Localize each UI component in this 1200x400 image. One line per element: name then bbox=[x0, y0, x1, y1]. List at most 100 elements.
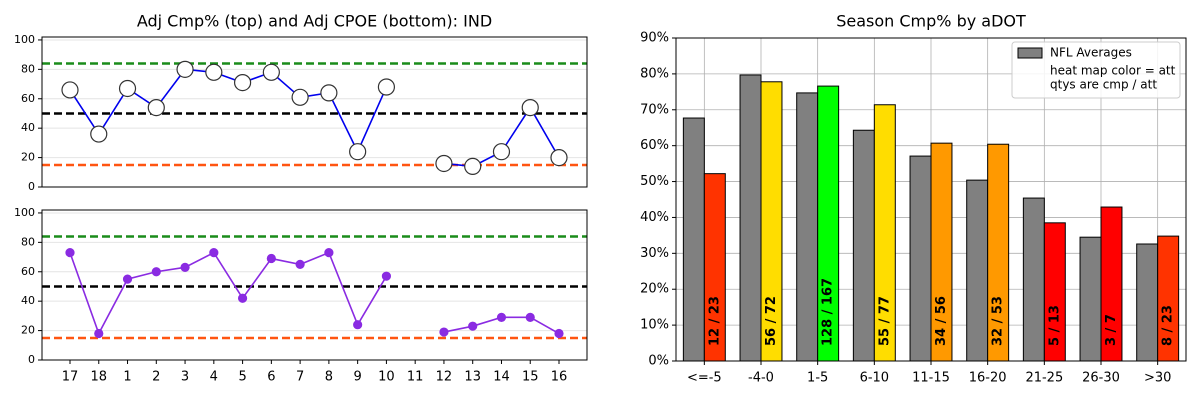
x-tick-label: 7 bbox=[296, 370, 304, 385]
x-tick-label: 5 bbox=[238, 370, 246, 385]
point bbox=[122, 274, 133, 284]
x-tick-label: 11 bbox=[407, 370, 424, 385]
y-tick-label: 100 bbox=[14, 33, 35, 46]
y-tick-label: 0 bbox=[28, 180, 35, 193]
point bbox=[151, 267, 161, 277]
point bbox=[320, 84, 338, 102]
y-tick-label: 0% bbox=[648, 354, 669, 369]
bar bbox=[796, 92, 819, 362]
series-line bbox=[69, 251, 560, 336]
point bbox=[464, 157, 482, 176]
chart-title: Adj Cmp% (top) and Adj CPOE (bottom): IN… bbox=[137, 12, 492, 31]
point bbox=[118, 79, 137, 98]
x-tick-label: 14 bbox=[493, 370, 510, 385]
x-tick-label: 1 bbox=[123, 370, 131, 385]
value-label: 128 / 167 bbox=[821, 278, 836, 346]
x-tick-label: 12 bbox=[436, 370, 453, 385]
value-label: 34 / 56 bbox=[934, 296, 949, 346]
y-tick-label: 90% bbox=[640, 31, 669, 46]
x-tick-label: 16-20 bbox=[969, 371, 1007, 386]
bar bbox=[966, 179, 989, 362]
y-tick-label: 10% bbox=[640, 318, 669, 333]
point bbox=[521, 98, 539, 117]
y-tick-label: 40 bbox=[21, 294, 35, 307]
y-tick-label: 40% bbox=[640, 210, 669, 225]
point bbox=[147, 98, 165, 117]
point bbox=[439, 327, 449, 337]
bar bbox=[739, 74, 762, 362]
point bbox=[237, 293, 248, 303]
x-tick-label: 8 bbox=[325, 370, 333, 385]
axes-frame bbox=[41, 36, 588, 188]
x-tick-label: 10 bbox=[378, 370, 395, 385]
legend-swatch bbox=[1017, 47, 1043, 59]
y-tick-label: 30% bbox=[640, 246, 669, 261]
point bbox=[377, 78, 396, 96]
y-tick-label: 50% bbox=[640, 174, 669, 189]
point bbox=[90, 125, 108, 143]
point bbox=[554, 328, 564, 339]
point bbox=[353, 320, 363, 330]
point bbox=[205, 63, 223, 81]
y-tick-label: 0 bbox=[28, 353, 35, 366]
x-tick-label: 13 bbox=[464, 370, 481, 385]
legend-note: qtys are cmp / att bbox=[1050, 78, 1157, 92]
bar bbox=[852, 129, 875, 362]
x-tick-label: 4 bbox=[210, 370, 218, 385]
point bbox=[381, 271, 392, 281]
x-tick-label: 11-15 bbox=[912, 371, 950, 386]
x-tick-label: 2 bbox=[152, 370, 160, 385]
x-tick-label: >30 bbox=[1144, 371, 1171, 386]
point bbox=[61, 81, 79, 99]
value-label: 55 / 77 bbox=[877, 296, 892, 346]
x-tick-label: 18 bbox=[90, 370, 107, 385]
x-tick-label: 15 bbox=[522, 370, 539, 385]
y-tick-label: 60% bbox=[640, 138, 669, 153]
point bbox=[435, 154, 453, 173]
bar bbox=[909, 155, 932, 362]
y-tick-label: 60 bbox=[21, 265, 35, 278]
legend-note: heat map color = att bbox=[1050, 64, 1176, 78]
y-tick-label: 60 bbox=[21, 92, 35, 105]
point bbox=[262, 63, 280, 81]
axes-frame bbox=[675, 37, 1187, 362]
y-tick-label: 40 bbox=[21, 121, 35, 134]
y-tick-label: 20 bbox=[21, 324, 35, 337]
x-tick-label: 21-25 bbox=[1025, 371, 1063, 386]
series-line bbox=[69, 68, 560, 168]
x-tick-label: 3 bbox=[181, 370, 189, 385]
x-tick-label: 17 bbox=[62, 370, 79, 385]
x-tick-label: -4-0 bbox=[748, 371, 774, 386]
axes-frame bbox=[41, 209, 588, 361]
x-tick-label: 6-10 bbox=[860, 371, 890, 386]
x-tick-label: 6 bbox=[267, 370, 275, 385]
y-tick-label: 80 bbox=[21, 235, 35, 248]
point bbox=[233, 73, 252, 92]
y-tick-label: 100 bbox=[14, 206, 35, 219]
x-tick-label: 26-30 bbox=[1082, 371, 1120, 386]
x-tick-label: 1-5 bbox=[807, 371, 828, 386]
point bbox=[496, 312, 507, 322]
point bbox=[349, 143, 367, 161]
bar bbox=[1022, 197, 1045, 362]
y-tick-label: 80% bbox=[640, 66, 669, 81]
point bbox=[209, 248, 219, 258]
point bbox=[550, 148, 568, 167]
value-label: 3 / 7 bbox=[1104, 314, 1119, 346]
point bbox=[468, 321, 478, 331]
point bbox=[180, 262, 190, 272]
point bbox=[291, 88, 309, 106]
value-label: 8 / 23 bbox=[1161, 305, 1176, 346]
x-tick-label: 9 bbox=[354, 370, 362, 385]
point bbox=[295, 259, 305, 270]
point bbox=[525, 312, 535, 322]
chart-title: Season Cmp% by aDOT bbox=[836, 12, 1026, 31]
y-tick-label: 80 bbox=[21, 62, 35, 75]
bar bbox=[682, 117, 705, 362]
value-label: 56 / 72 bbox=[764, 296, 779, 346]
point bbox=[324, 248, 334, 258]
x-tick-label: 16 bbox=[551, 370, 568, 385]
value-label: 32 / 53 bbox=[991, 296, 1006, 346]
point bbox=[266, 253, 276, 264]
